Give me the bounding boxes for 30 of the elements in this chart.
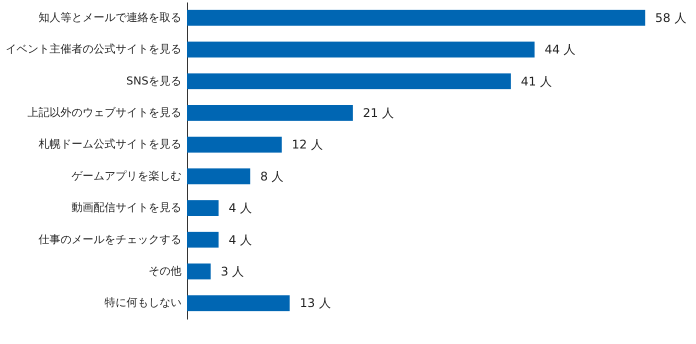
bar xyxy=(187,264,211,280)
data-label: 4 人 xyxy=(228,201,252,216)
y-tick-label: 特に何もしない xyxy=(104,296,182,310)
bar xyxy=(187,295,290,312)
data-label: 4 人 xyxy=(228,232,252,247)
y-tick-label: イベント主催者の公式サイトを見る xyxy=(6,42,182,56)
bar xyxy=(187,232,219,248)
bar xyxy=(187,200,219,216)
y-tick-label: その他 xyxy=(148,264,182,278)
bar xyxy=(187,136,282,153)
y-tick-label: ゲームアプリを楽しむ xyxy=(72,169,182,182)
y-tick-label: 仕事のメールをチェックする xyxy=(38,232,182,246)
y-tick-label: 知人等とメールで連絡を取る xyxy=(38,10,182,24)
data-label: 44 人 xyxy=(544,42,576,57)
bar xyxy=(187,10,646,26)
data-label: 21 人 xyxy=(362,106,394,120)
bar xyxy=(187,168,250,184)
data-label: 12 人 xyxy=(292,138,323,152)
data-label: 58 人 xyxy=(655,10,686,25)
data-label: 8 人 xyxy=(260,169,284,184)
y-tick-label: 上記以外のウェブサイトを見る xyxy=(28,106,182,119)
data-label: 3 人 xyxy=(220,264,244,278)
y-tick-label: SNSを見る xyxy=(126,74,182,88)
y-tick-label: 動画配信サイトを見る xyxy=(72,201,182,214)
data-label: 13 人 xyxy=(300,296,331,310)
bar xyxy=(187,73,511,90)
bar xyxy=(187,42,535,58)
y-tick-label: 札幌ドーム公式サイトを見る xyxy=(38,138,182,151)
bar xyxy=(187,105,353,121)
data-label: 41 人 xyxy=(520,74,552,88)
